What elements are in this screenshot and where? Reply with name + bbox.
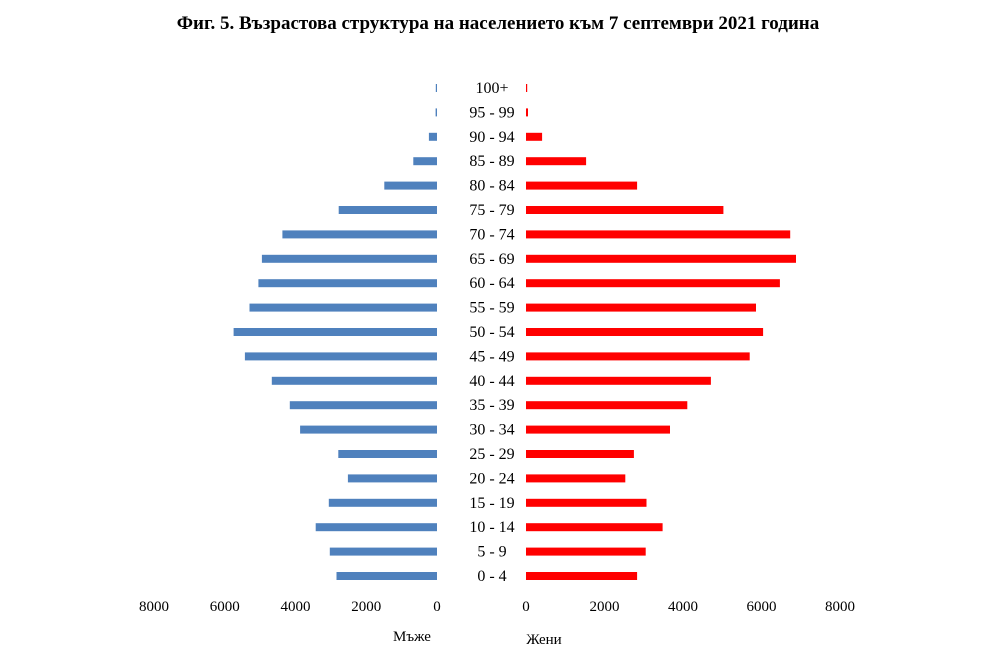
age-group-label: 90 - 94 bbox=[469, 129, 514, 146]
male-bar bbox=[336, 572, 437, 580]
female-bar bbox=[526, 181, 638, 190]
male-bar bbox=[435, 84, 437, 92]
female-bar bbox=[526, 108, 528, 117]
female-bar bbox=[526, 572, 638, 580]
female-tick-label: 0 bbox=[522, 599, 530, 615]
female-bar bbox=[526, 450, 634, 458]
male-bar bbox=[347, 474, 437, 483]
female-bar bbox=[526, 547, 646, 556]
age-group-label: 60 - 64 bbox=[469, 275, 514, 292]
male-tick-label: 6000 bbox=[210, 599, 240, 615]
female-bar bbox=[526, 132, 543, 141]
age-group-label: 50 - 54 bbox=[469, 324, 514, 341]
male-bar bbox=[282, 230, 437, 239]
age-group-label: 85 - 89 bbox=[469, 153, 514, 170]
female-bar bbox=[526, 206, 724, 214]
male-tick-label: 8000 bbox=[139, 599, 169, 615]
male-bars bbox=[233, 84, 437, 580]
female-bar bbox=[526, 474, 626, 483]
age-group-label: 100+ bbox=[475, 80, 508, 97]
female-bar bbox=[526, 523, 663, 532]
male-bar bbox=[271, 376, 437, 385]
male-tick-label: 2000 bbox=[351, 599, 381, 615]
female-bar bbox=[526, 157, 587, 166]
male-bar bbox=[329, 547, 437, 556]
age-group-label: 80 - 84 bbox=[469, 178, 514, 195]
age-group-label: 45 - 49 bbox=[469, 348, 514, 365]
age-group-label: 0 - 4 bbox=[477, 568, 506, 585]
age-group-label: 5 - 9 bbox=[477, 544, 506, 561]
male-bar bbox=[261, 254, 437, 263]
male-bar bbox=[338, 450, 437, 458]
female-axis-title: Жени bbox=[526, 632, 561, 648]
female-bar bbox=[526, 328, 764, 336]
female-bar bbox=[526, 254, 796, 263]
female-tick-label: 4000 bbox=[668, 599, 698, 615]
male-bar bbox=[249, 303, 437, 312]
age-group-label: 95 - 99 bbox=[469, 104, 514, 121]
male-bar bbox=[258, 279, 437, 288]
female-bar bbox=[526, 401, 688, 410]
age-group-label: 55 - 59 bbox=[469, 300, 514, 317]
age-group-label: 70 - 74 bbox=[469, 226, 514, 243]
male-bar bbox=[384, 181, 437, 190]
age-group-labels: 100+ 95 - 99 90 - 94 85 - 89 80 - 84 75 - 79 7… bbox=[469, 80, 514, 585]
age-group-label: 30 - 34 bbox=[469, 422, 514, 439]
age-group-label: 65 - 69 bbox=[469, 251, 514, 268]
male-tick-label: 0 bbox=[433, 599, 441, 615]
male-bar bbox=[328, 498, 437, 507]
female-tick-label: 8000 bbox=[825, 599, 855, 615]
chart-title: Фиг. 5. Възрастова структура на населени… bbox=[177, 13, 820, 34]
age-group-label: 35 - 39 bbox=[469, 397, 514, 414]
male-bar bbox=[435, 108, 437, 117]
age-group-label: 40 - 44 bbox=[469, 373, 514, 390]
male-bar bbox=[338, 206, 437, 214]
female-bar bbox=[526, 425, 670, 434]
age-group-label: 75 - 79 bbox=[469, 202, 514, 219]
male-tick-label: 4000 bbox=[281, 599, 311, 615]
male-axis-ticks: 8000 6000 4000 2000 0 bbox=[139, 599, 441, 615]
female-bar bbox=[526, 279, 780, 288]
male-bar bbox=[233, 328, 437, 336]
age-group-label: 15 - 19 bbox=[469, 495, 514, 512]
age-group-label: 10 - 14 bbox=[469, 519, 514, 536]
male-bar bbox=[300, 425, 437, 434]
female-bar bbox=[526, 376, 711, 385]
female-tick-label: 6000 bbox=[747, 599, 777, 615]
female-bar bbox=[526, 303, 756, 312]
female-axis-ticks: 0 2000 4000 6000 8000 bbox=[522, 599, 855, 615]
female-bar bbox=[526, 84, 528, 92]
female-tick-label: 2000 bbox=[590, 599, 620, 615]
female-bar bbox=[526, 352, 750, 361]
male-bar bbox=[428, 132, 437, 141]
male-bar bbox=[315, 523, 437, 532]
male-bar bbox=[244, 352, 437, 361]
male-bar bbox=[413, 157, 437, 166]
age-group-label: 20 - 24 bbox=[469, 470, 514, 487]
age-group-label: 25 - 29 bbox=[469, 446, 514, 463]
female-bars bbox=[526, 84, 796, 580]
male-axis-title: Мъже bbox=[393, 629, 431, 645]
female-bar bbox=[526, 230, 791, 239]
female-bar bbox=[526, 498, 647, 507]
male-bar bbox=[289, 401, 437, 410]
